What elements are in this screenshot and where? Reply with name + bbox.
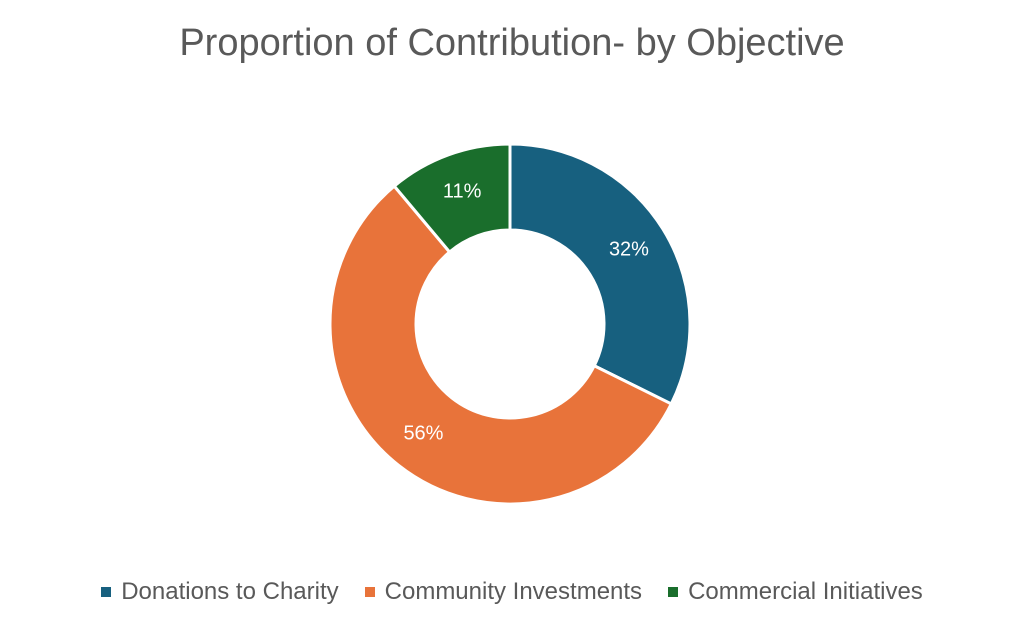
donut-slice-community[interactable]: [328, 184, 673, 506]
legend-item-community[interactable]: Community Investments: [364, 578, 643, 606]
donut-slice-commercial[interactable]: [392, 142, 512, 254]
donut-data-labels: 32% 56% 11%: [403, 181, 649, 445]
legend-item-donations[interactable]: Donations to Charity: [101, 578, 339, 606]
data-label-donations: 32%: [609, 238, 649, 260]
chart-legend: Donations to Charity Community Investmen…: [0, 578, 1024, 606]
legend-swatch-donations: [101, 587, 112, 597]
legend-label-commercial: Commercial Initiatives: [688, 578, 923, 605]
donut-slice-donations[interactable]: [508, 142, 692, 406]
legend-label-donations: Donations to Charity: [121, 578, 339, 605]
legend-label-community: Community Investments: [384, 578, 643, 605]
data-label-community: 56%: [403, 422, 443, 444]
legend-item-commercial[interactable]: Commercial Initiatives: [668, 578, 923, 606]
donut-slices: [328, 142, 692, 506]
data-label-commercial: 11%: [443, 181, 482, 203]
legend-swatch-commercial: [668, 587, 679, 597]
chart-title: Proportion of Contribution- by Objective: [179, 22, 845, 64]
legend-swatch-community: [364, 587, 375, 597]
